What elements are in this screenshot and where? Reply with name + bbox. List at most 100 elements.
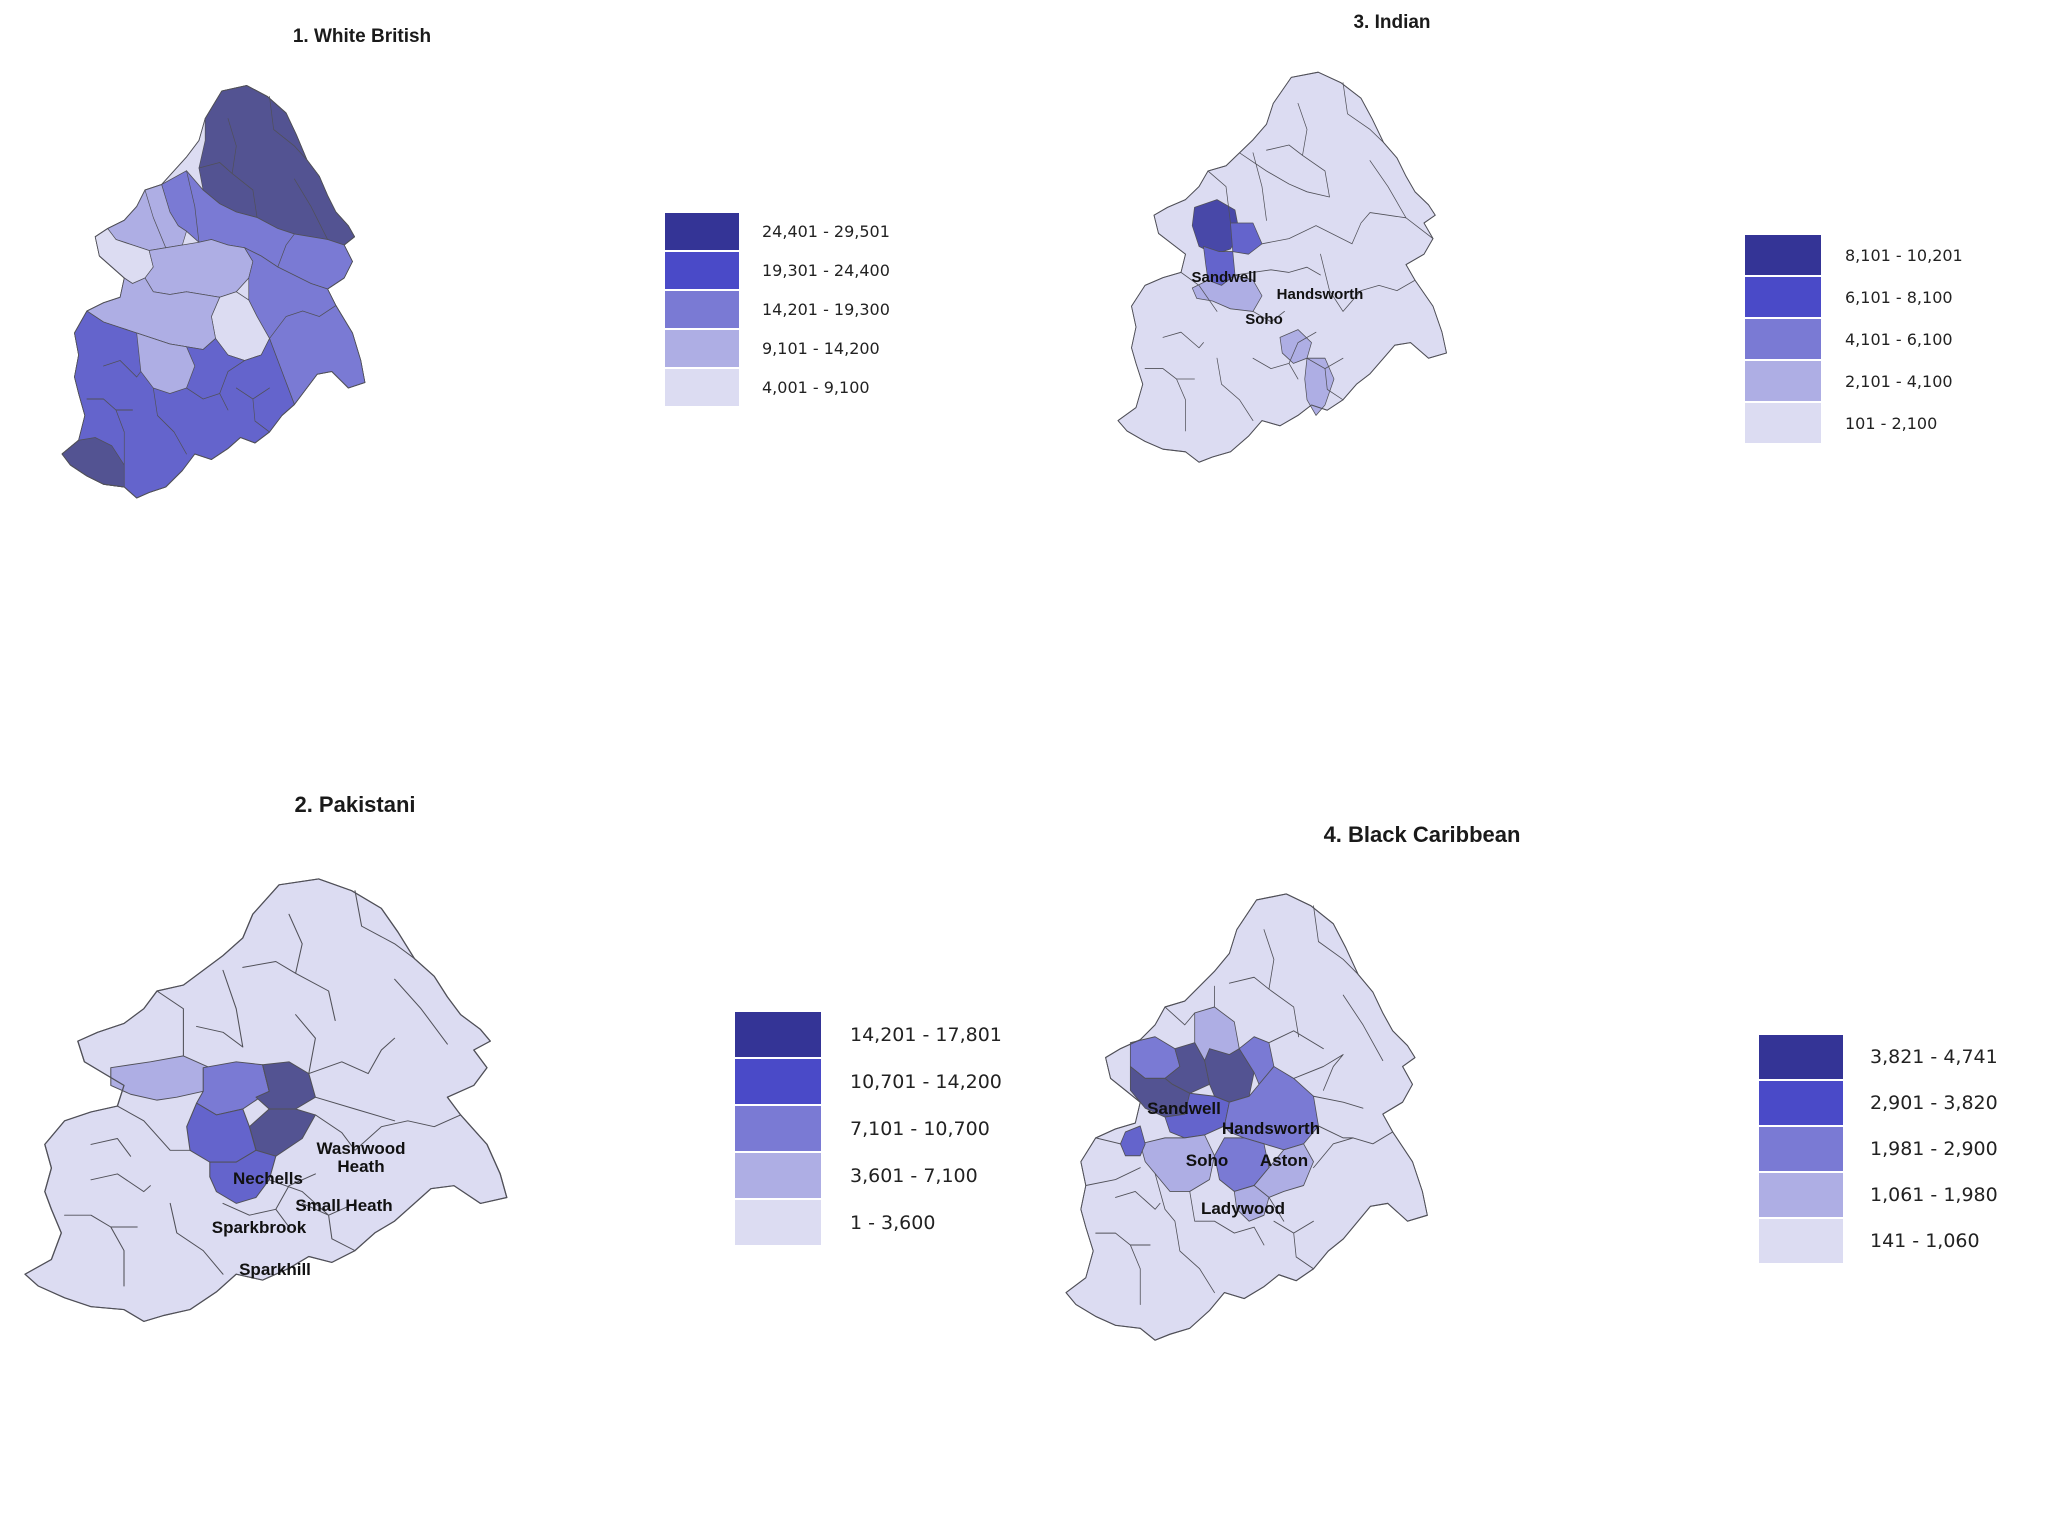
map-panel-white-british: 1. White British 24,401 - 29,501 19,301 … <box>0 0 1024 768</box>
legend-range-label: 2,901 - 3,820 <box>1870 1092 1998 1114</box>
choropleth-map <box>61 84 366 499</box>
map-title: 2. Pakistani <box>294 792 416 817</box>
ward-region <box>1233 1185 1270 1222</box>
legend-entry: 19,301 - 24,400 <box>664 251 890 290</box>
ward-region <box>144 239 254 298</box>
legend-swatch <box>1758 1218 1844 1264</box>
legend-range-label: 4,101 - 6,100 <box>1845 329 1953 349</box>
legend-range-label: 19,301 - 24,400 <box>762 261 890 280</box>
ward-boundary <box>1144 82 1434 432</box>
ward-region <box>110 1055 211 1101</box>
area-label-washwood-heath: Washwood Heath <box>316 1140 405 1176</box>
legend-swatch <box>1758 1034 1844 1080</box>
legend-entry: 141 - 1,060 <box>1758 1218 1980 1264</box>
area-label-sandwell: Sandwell <box>1147 1099 1221 1119</box>
ward-region <box>1117 71 1447 463</box>
ward-region <box>209 1149 277 1204</box>
legend-entry: 14,201 - 17,801 <box>734 1011 1002 1058</box>
legend-swatch <box>664 251 740 290</box>
legend-entry: 4,101 - 6,100 <box>1744 318 1953 360</box>
legend-swatch <box>664 212 740 251</box>
legend-range-label: 24,401 - 29,501 <box>762 222 890 241</box>
legend-swatch <box>1744 360 1822 402</box>
legend-swatch <box>1744 402 1822 444</box>
map-title: 4. Black Caribbean <box>1323 822 1521 847</box>
legend-range-label: 1,981 - 2,900 <box>1870 1138 1998 1160</box>
ward-region <box>136 332 196 394</box>
ward-region <box>1304 357 1335 416</box>
legend-range-label: 14,201 - 17,801 <box>850 1023 1002 1046</box>
legend-entry: 7,101 - 10,700 <box>734 1105 990 1152</box>
legend-swatch <box>734 1199 822 1246</box>
map-panel-pakistani: 2. Pakistani Washwood Heath Nechells Sma… <box>0 768 1024 1536</box>
city-boundary <box>61 84 366 499</box>
map-panel-black-caribbean: 4. Black Caribbean Sandwell Handsworth S… <box>1024 768 2048 1536</box>
legend-range-label: 4,001 - 9,100 <box>762 378 870 397</box>
legend-swatch <box>734 1152 822 1199</box>
legend-swatch <box>734 1105 822 1152</box>
legend-entry: 3,821 - 4,741 <box>1758 1034 1998 1080</box>
legend-swatch <box>1744 318 1822 360</box>
legend-entry: 1,981 - 2,900 <box>1758 1126 1998 1172</box>
legend-entry: 2,901 - 3,820 <box>1758 1080 1998 1126</box>
legend-range-label: 8,101 - 10,201 <box>1845 245 1963 265</box>
legend-entry: 1,061 - 1,980 <box>1758 1172 1998 1218</box>
legend-entry: 1 - 3,600 <box>734 1199 935 1246</box>
legend-range-label: 2,101 - 4,100 <box>1845 371 1953 391</box>
legend-range-label: 7,101 - 10,700 <box>850 1117 990 1140</box>
legend-range-label: 3,821 - 4,741 <box>1870 1046 1998 1068</box>
legend-range-label: 10,701 - 14,200 <box>850 1070 1002 1093</box>
ward-boundary <box>86 96 337 466</box>
ward-boundary <box>64 890 462 1287</box>
legend-range-label: 1,061 - 1,980 <box>1870 1184 1998 1206</box>
legend-swatch <box>1758 1172 1844 1218</box>
area-label-sandwell: Sandwell <box>1191 269 1257 287</box>
legend-range-label: 14,201 - 19,300 <box>762 300 890 319</box>
legend-range-label: 6,101 - 8,100 <box>1845 287 1953 307</box>
legend-swatch <box>1744 234 1822 276</box>
legend-entry: 8,101 - 10,201 <box>1744 234 1963 276</box>
area-label-sparkhill: Sparkhill <box>239 1260 311 1280</box>
legend-entry: 2,101 - 4,100 <box>1744 360 1953 402</box>
area-label-handsworth: Handsworth <box>1221 1119 1321 1139</box>
map-title: 3. Indian <box>1353 12 1431 33</box>
map-title: 1. White British <box>292 26 432 47</box>
area-label-ladywood: Ladywood <box>1200 1199 1286 1219</box>
city-boundary <box>24 878 508 1322</box>
legend-swatch <box>1744 276 1822 318</box>
map-panel-indian: 3. Indian Sandwell Handsworth Soho 8,101… <box>1024 0 2048 768</box>
legend-entry: 4,001 - 9,100 <box>664 368 870 407</box>
ward-region <box>1191 199 1240 255</box>
legend-swatch <box>1758 1080 1844 1126</box>
legend-entry: 101 - 2,100 <box>1744 402 1937 444</box>
choropleth-map <box>24 878 508 1322</box>
city-boundary <box>1117 71 1447 463</box>
area-label-aston: Aston <box>1259 1151 1309 1171</box>
legend-swatch <box>664 368 740 407</box>
choropleth-map <box>1065 893 1428 1341</box>
legend-swatch <box>1758 1126 1844 1172</box>
ward-boundary <box>1085 905 1394 1305</box>
ward-region <box>1230 222 1263 255</box>
city-boundary <box>1065 893 1428 1341</box>
legend-entry: 6,101 - 8,100 <box>1744 276 1953 318</box>
area-label-text: Washwood Heath <box>316 1139 406 1176</box>
area-label-small-heath: Small Heath <box>295 1196 393 1216</box>
legend-swatch <box>664 290 740 329</box>
legend-entry: 24,401 - 29,501 <box>664 212 890 251</box>
area-label-nechells: Nechells <box>233 1169 303 1189</box>
area-label-soho: Soho <box>1185 1151 1229 1171</box>
legend-range-label: 9,101 - 14,200 <box>762 339 880 358</box>
legend-swatch <box>734 1058 822 1105</box>
area-label-sparkbrook: Sparkbrook <box>211 1218 307 1238</box>
ward-region <box>1139 1134 1215 1192</box>
legend-range-label: 101 - 2,100 <box>1845 413 1938 433</box>
legend-entry: 14,201 - 19,300 <box>664 290 890 329</box>
legend-entry: 9,101 - 14,200 <box>664 329 880 368</box>
area-label-handsworth: Handsworth <box>1276 286 1364 304</box>
legend-swatch <box>734 1011 822 1058</box>
legend-entry: 3,601 - 7,100 <box>734 1152 978 1199</box>
legend-range-label: 1 - 3,600 <box>850 1211 936 1234</box>
legend-range-label: 3,601 - 7,100 <box>850 1164 978 1187</box>
legend-entry: 10,701 - 14,200 <box>734 1058 1002 1105</box>
